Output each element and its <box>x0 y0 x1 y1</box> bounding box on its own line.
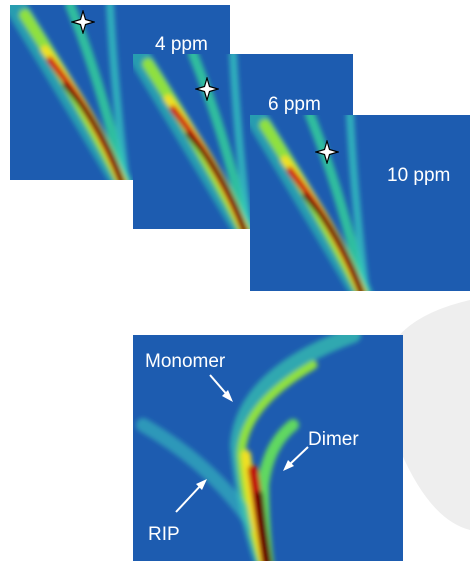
figure: 4 ppm 6 ppm 10 ppm Monomer Dimer RIP <box>0 0 470 561</box>
page: 4 ppm 6 ppm 10 ppm Monomer Dimer RIP (()… <box>0 0 470 561</box>
panel-label: 10 ppm <box>387 165 450 186</box>
annotation: Monomer <box>145 351 226 372</box>
annotation: RIP <box>148 524 180 545</box>
heatmap-panel <box>250 115 470 294</box>
annotation: Dimer <box>308 429 359 450</box>
panel-label: 6 ppm <box>268 94 321 115</box>
panel-label: 4 ppm <box>155 34 208 55</box>
